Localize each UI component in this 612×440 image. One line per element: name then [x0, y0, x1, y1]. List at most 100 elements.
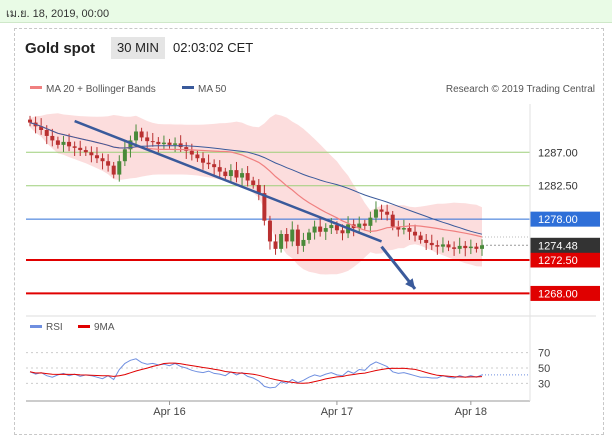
ma50-legend-swatch: [182, 86, 194, 89]
last-price-label: 1274.48: [538, 240, 578, 252]
level-label: 1287.00: [538, 147, 578, 159]
rsi-tick-label: 70: [538, 348, 550, 360]
rsi-legend: RSI 9MA: [30, 322, 115, 333]
candle-body: [435, 245, 440, 247]
candle-body: [234, 170, 239, 178]
candle-body: [446, 244, 451, 248]
candle-body: [262, 193, 267, 221]
level-label: 1282.50: [538, 181, 578, 193]
candle-body: [273, 241, 278, 249]
candle-body: [134, 131, 139, 141]
candle-body: [117, 161, 122, 175]
candle-body: [161, 142, 166, 145]
candle-body: [329, 225, 334, 229]
last-price-box: [530, 237, 600, 253]
x-tick-label: Apr 18: [455, 406, 487, 418]
candle-body: [156, 141, 161, 145]
candle-body: [139, 131, 144, 138]
chart-time: 02:03:02 CET: [173, 40, 254, 55]
ma50-line: [29, 122, 483, 235]
candle-body: [340, 230, 345, 234]
level-label: 1272.50: [538, 255, 578, 267]
candle-body: [390, 214, 395, 227]
candle-body: [167, 142, 172, 145]
level-label-box: [530, 285, 600, 301]
ma9-legend-label: 9MA: [94, 322, 115, 333]
candle-body: [256, 184, 261, 194]
candle-body: [173, 143, 178, 145]
rsi-tick-label: 30: [538, 378, 550, 390]
ma20-legend-swatch: [30, 86, 42, 89]
candle-body: [251, 180, 256, 185]
candle-body: [245, 173, 250, 181]
rsi-legend-swatch: [30, 325, 42, 328]
candle-body: [480, 245, 484, 249]
candle-body: [212, 164, 217, 168]
candle-body: [83, 150, 88, 153]
candle-body: [301, 239, 306, 246]
candle-body: [295, 229, 300, 246]
candle-body: [407, 228, 412, 232]
trendline: [74, 119, 383, 243]
candle-body: [200, 158, 205, 163]
candle-body: [184, 147, 189, 151]
rsi-line: [29, 358, 483, 389]
candle-body: [284, 234, 289, 242]
candle-body: [228, 170, 233, 177]
candle-body: [67, 141, 72, 147]
candle-body: [357, 223, 362, 229]
candle-body: [452, 247, 457, 249]
candle-body: [267, 220, 272, 242]
candle-body: [474, 246, 479, 249]
ma50-legend-label: MA 50: [198, 84, 227, 95]
candle-body: [122, 149, 127, 162]
instrument-title: Gold spot: [25, 40, 95, 57]
candle-body: [94, 155, 99, 159]
candle-body: [401, 228, 406, 230]
candle-body: [50, 135, 55, 141]
candle-body: [145, 137, 150, 142]
timeframe-selector[interactable]: 30 MIN: [111, 37, 165, 59]
rsi-ma-line: [29, 362, 483, 384]
candle-body: [128, 140, 133, 150]
candle-body: [189, 150, 194, 155]
bollinger-band: [30, 113, 482, 275]
date-bar: เม.ย. 18, 2019, 00:00: [0, 0, 612, 23]
candle-body: [418, 235, 423, 240]
chart-header: Gold spot 30 MIN 02:03:02 CET: [15, 29, 603, 69]
candle-body: [39, 126, 44, 130]
candle-body: [78, 147, 83, 151]
level-label-box: [530, 252, 600, 268]
candle-body: [440, 244, 445, 247]
rsi-tick-label: 50: [538, 363, 550, 375]
candle-body: [100, 158, 105, 162]
ma9-legend-swatch: [78, 325, 90, 328]
candle-body: [240, 173, 245, 178]
candle-body: [279, 234, 284, 249]
candle-body: [72, 146, 77, 148]
candle-body: [223, 171, 228, 177]
candle-body: [61, 141, 66, 145]
candle-body: [368, 217, 373, 226]
x-axis: Apr 16 Apr 17 Apr 18: [26, 104, 531, 418]
candle-body: [468, 246, 473, 249]
candle-body: [429, 242, 434, 246]
candle-body: [111, 165, 116, 175]
rsi-plot: 70 50 30: [26, 348, 550, 390]
candle-body: [334, 225, 339, 231]
candle-body: [413, 231, 418, 236]
chart-credit: Research © 2019 Trading Central: [446, 84, 595, 95]
ma20-legend-label: MA 20 + Bollinger Bands: [46, 84, 156, 95]
level-label: 1278.00: [538, 214, 578, 226]
chart-legend: MA 20 + Bollinger Bands MA 50 Research ©…: [30, 84, 595, 95]
candle-body: [323, 228, 328, 232]
candle-body: [290, 229, 295, 242]
candle-body: [463, 245, 468, 249]
x-tick-label: Apr 17: [321, 406, 353, 418]
rsi-legend-label: RSI: [46, 322, 63, 333]
candle-body: [307, 232, 312, 240]
level-label-box: [530, 211, 600, 227]
candle-body: [424, 239, 429, 243]
x-tick-label: Apr 16: [153, 406, 185, 418]
